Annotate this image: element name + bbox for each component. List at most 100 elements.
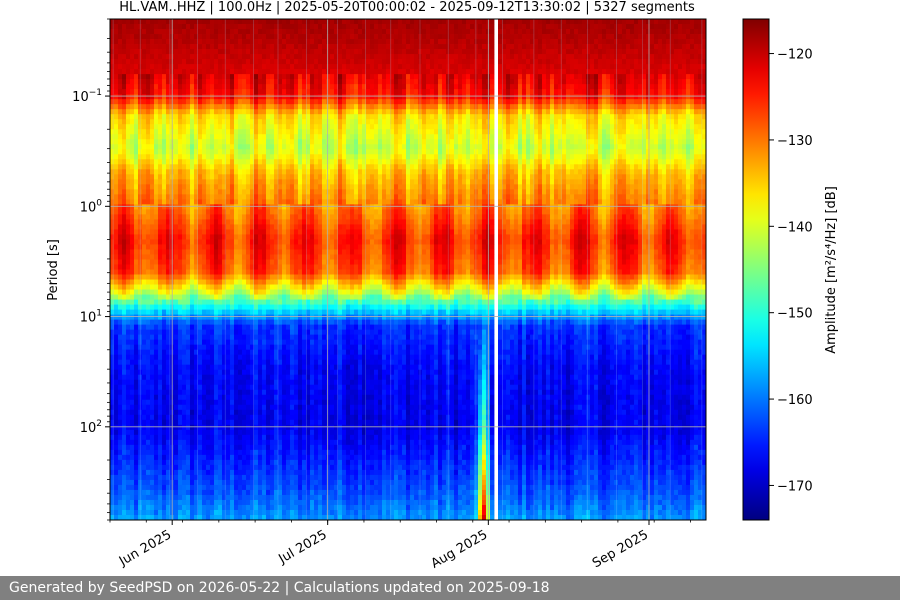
heatmap-cell [118,284,123,290]
heatmap-cell [118,124,123,130]
heatmap-cell [146,434,151,441]
heatmap-cell [150,224,155,230]
heatmap-cell [202,54,207,60]
heatmap-cell [246,334,251,341]
heatmap-cell [122,379,127,386]
heatmap-cell [242,264,247,270]
heatmap-cell [286,319,291,326]
heatmap-cell [178,369,183,376]
heatmap-cell [238,54,243,60]
heatmap-cell [210,174,215,180]
heatmap-cell [198,229,203,235]
heatmap-cell [230,334,235,341]
heatmap-cell [126,299,131,305]
heatmap-cell [134,504,139,511]
heatmap-cell [250,349,255,356]
heatmap-cell [254,39,259,45]
heatmap-cell [254,374,259,381]
heatmap-cell [198,224,203,230]
heatmap-cell [138,484,143,491]
heatmap-cell [258,404,263,411]
heatmap-cell [218,94,223,100]
heatmap-cell [206,59,211,65]
heatmap-cell [270,489,275,496]
heatmap-cell [134,44,139,50]
heatmap-cell [154,334,159,341]
heatmap-cell [206,299,211,305]
heatmap-cell [306,359,311,366]
heatmap-cell [110,94,115,100]
heatmap-cell [134,284,139,290]
heatmap-cell [274,164,279,170]
heatmap-cell [238,339,243,346]
heatmap-cell [218,294,223,300]
heatmap-cell [186,84,191,90]
heatmap-cell [130,494,135,501]
heatmap-cell [202,509,207,516]
heatmap-cell [142,364,147,371]
heatmap-cell [158,229,163,235]
heatmap-cell [298,49,303,55]
heatmap-cell [130,179,135,185]
heatmap-cell [166,99,171,105]
heatmap-cell [262,449,267,456]
heatmap-cell [150,314,155,320]
heatmap-cell [286,484,291,491]
heatmap-cell [306,64,311,70]
heatmap-cell [126,389,131,396]
heatmap-cell [238,204,243,210]
heatmap-cell [290,484,295,491]
heatmap-cell [146,264,151,270]
heatmap-cell [194,339,199,346]
heatmap-cell [202,329,207,336]
heatmap-cell [226,289,231,295]
heatmap-cell [290,64,295,70]
heatmap-cell [186,499,191,506]
heatmap-cell [126,144,131,150]
heatmap-cell [114,24,119,30]
heatmap-cell [294,19,299,25]
heatmap-cell [202,434,207,441]
heatmap-cell [114,324,119,331]
heatmap-cell [278,34,283,40]
heatmap-cell [214,409,219,416]
heatmap-cell [226,384,231,391]
heatmap-cell [226,329,231,336]
heatmap-cell [182,489,187,496]
heatmap-cell [162,194,167,200]
heatmap-cell [230,479,235,486]
heatmap-cell [274,299,279,305]
heatmap-cell [274,459,279,466]
heatmap-cell [302,184,307,190]
heatmap-cell [118,359,123,366]
heatmap-cell [218,434,223,441]
heatmap-cell [230,474,235,481]
heatmap-cell [166,114,171,120]
heatmap-cell [290,399,295,406]
heatmap-cell [206,464,211,471]
heatmap-cell [138,489,143,496]
heatmap-cell [286,269,291,275]
heatmap-cell [262,49,267,55]
heatmap-cell [266,229,271,235]
heatmap-cell [114,29,119,35]
heatmap-cell [274,329,279,336]
heatmap-cell [122,84,127,90]
heatmap-cell [234,29,239,35]
heatmap-cell [230,319,235,326]
heatmap-cell [226,314,231,320]
heatmap-cell [278,134,283,140]
heatmap-cell [282,74,287,80]
heatmap-cell [202,164,207,170]
heatmap-cell [234,324,239,331]
heatmap-cell [250,424,255,431]
heatmap-cell [174,214,179,220]
heatmap-cell [286,189,291,195]
heatmap-cell [114,354,119,361]
heatmap-cell [230,514,235,520]
heatmap-cell [166,354,171,361]
heatmap-cell [234,79,239,85]
heatmap-cell [118,94,123,100]
heatmap-cell [214,194,219,200]
heatmap-cell [190,359,195,366]
